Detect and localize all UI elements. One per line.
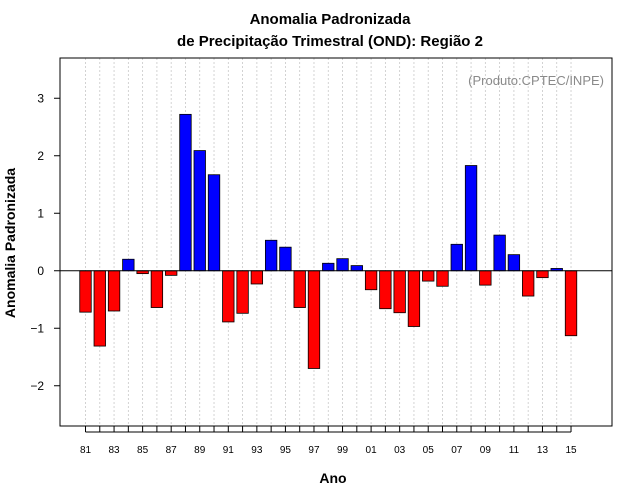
- source-annotation: (Produto:CPTEC/INPE): [468, 73, 604, 88]
- y-tick-label: −2: [30, 379, 44, 393]
- x-tick-label: 15: [565, 445, 577, 456]
- x-tick-label: 05: [423, 445, 435, 456]
- bar-81: [79, 270, 92, 313]
- bar-07: [450, 243, 463, 272]
- x-tick-label: 07: [451, 445, 463, 456]
- bar-96: [293, 270, 306, 308]
- x-axis-title: Ano: [319, 470, 346, 486]
- bar-83: [107, 270, 121, 312]
- x-tick-label: 97: [308, 445, 320, 456]
- x-tick-label: 99: [337, 445, 349, 456]
- x-tick-label: 81: [80, 445, 92, 456]
- bar-82: [93, 270, 106, 347]
- x-tick-label: 91: [223, 445, 235, 456]
- bar-92: [236, 270, 249, 314]
- bar-98: [322, 262, 335, 272]
- x-tick-label: 83: [108, 445, 120, 456]
- x-tick-label: 03: [394, 445, 406, 456]
- bar-01: [364, 270, 378, 291]
- bar-93: [250, 270, 264, 285]
- x-tick-label: 95: [280, 445, 292, 456]
- bar-12: [522, 270, 535, 297]
- y-tick-label: 1: [37, 206, 44, 220]
- bar-88: [179, 113, 192, 272]
- bar-84: [122, 258, 135, 272]
- y-tick-label: −1: [30, 321, 44, 335]
- x-tick-label: 01: [366, 445, 378, 456]
- plot-frame: [59, 57, 613, 427]
- bar-97: [307, 270, 321, 369]
- bar-15: [564, 270, 578, 337]
- bar-13: [536, 270, 549, 279]
- y-tick-label: 0: [37, 264, 44, 278]
- bar-11: [507, 254, 521, 272]
- x-tick-label: 11: [509, 445, 520, 456]
- y-axis-title: Anomalia Padronizada: [2, 168, 18, 318]
- chart-subtitle: de Precipitação Trimestral (OND): Região…: [177, 33, 483, 50]
- x-tick-label: 09: [480, 445, 492, 456]
- bars: [79, 113, 578, 369]
- bar-91: [222, 270, 235, 323]
- bar-86: [150, 270, 164, 308]
- bar-00: [350, 265, 363, 272]
- chart-title: Anomalia Padronizada: [250, 11, 412, 28]
- bar-87: [165, 270, 178, 276]
- bar-10: [493, 234, 506, 272]
- bar-06: [436, 270, 449, 287]
- x-tick-label: 85: [137, 445, 149, 456]
- x-tick-label: 89: [194, 445, 206, 456]
- bar-94: [264, 239, 278, 272]
- y-tick-label: 2: [37, 149, 44, 163]
- bar-04: [407, 270, 421, 327]
- bar-90: [207, 174, 221, 272]
- bar-03: [393, 270, 406, 314]
- bar-99: [336, 258, 349, 272]
- bar-02: [379, 270, 392, 310]
- x-tick-label: 93: [251, 445, 263, 456]
- y-axis: −2 −1 0 1 2 3: [30, 91, 60, 393]
- x-tick-label: 87: [166, 445, 178, 456]
- x-tick-label: 13: [537, 445, 549, 456]
- bar-95: [279, 246, 292, 272]
- y-tick-label: 3: [37, 91, 44, 105]
- bar-09: [479, 270, 492, 286]
- bar-05: [422, 270, 435, 282]
- bar-89: [193, 150, 206, 272]
- x-axis: 81 83 85 87 89 91 93 95 97 99 01 03 05 07 09 11 13 15: [80, 426, 577, 456]
- bar-08: [464, 165, 478, 272]
